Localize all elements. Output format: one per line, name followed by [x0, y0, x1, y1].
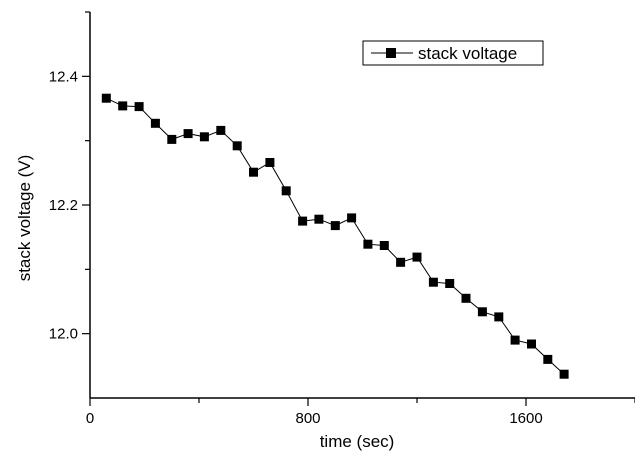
y-axis-ticks: 12.0 12.2 12.4 [49, 11, 90, 343]
x-tick-label: 0 [86, 410, 94, 427]
data-point [396, 257, 406, 267]
data-point [559, 369, 569, 379]
y-tick-label: 12.2 [49, 197, 78, 214]
data-point [379, 241, 389, 250]
data-point [232, 141, 242, 151]
legend-marker [386, 48, 396, 58]
data-point [510, 335, 520, 345]
data-point [494, 312, 504, 322]
x-axis-title: time (sec) [320, 432, 395, 451]
data-point [527, 339, 536, 349]
x-tick-label: 1600 [509, 410, 542, 427]
data-point [134, 102, 144, 112]
x-axis-ticks: 0 800 1600 [86, 398, 635, 427]
data-point [167, 134, 177, 144]
plot-area [89, 12, 635, 399]
data-point [477, 307, 487, 317]
data-point [461, 293, 471, 303]
data-point [281, 186, 291, 196]
data-point [347, 213, 357, 223]
data-point [330, 221, 340, 231]
data-point [445, 279, 455, 288]
legend: stack voltage [362, 40, 544, 66]
data-point [363, 239, 373, 249]
legend-label: stack voltage [418, 44, 517, 63]
data-point [298, 216, 308, 226]
data-point [118, 101, 128, 111]
data-point [183, 129, 193, 139]
y-tick-label: 12.4 [49, 68, 78, 85]
data-point [249, 167, 258, 177]
data-point [150, 118, 160, 128]
series-group [101, 93, 569, 379]
y-tick-label: 12.0 [49, 326, 78, 343]
data-point [101, 93, 111, 103]
data-point [428, 277, 438, 287]
x-tick-label: 800 [295, 410, 320, 427]
data-point [314, 214, 324, 224]
data-point [216, 125, 226, 135]
data-point [412, 252, 422, 262]
y-axis-title: stack voltage (V) [15, 155, 34, 282]
data-point [543, 354, 553, 364]
data-point [265, 158, 275, 167]
data-point [199, 132, 209, 142]
